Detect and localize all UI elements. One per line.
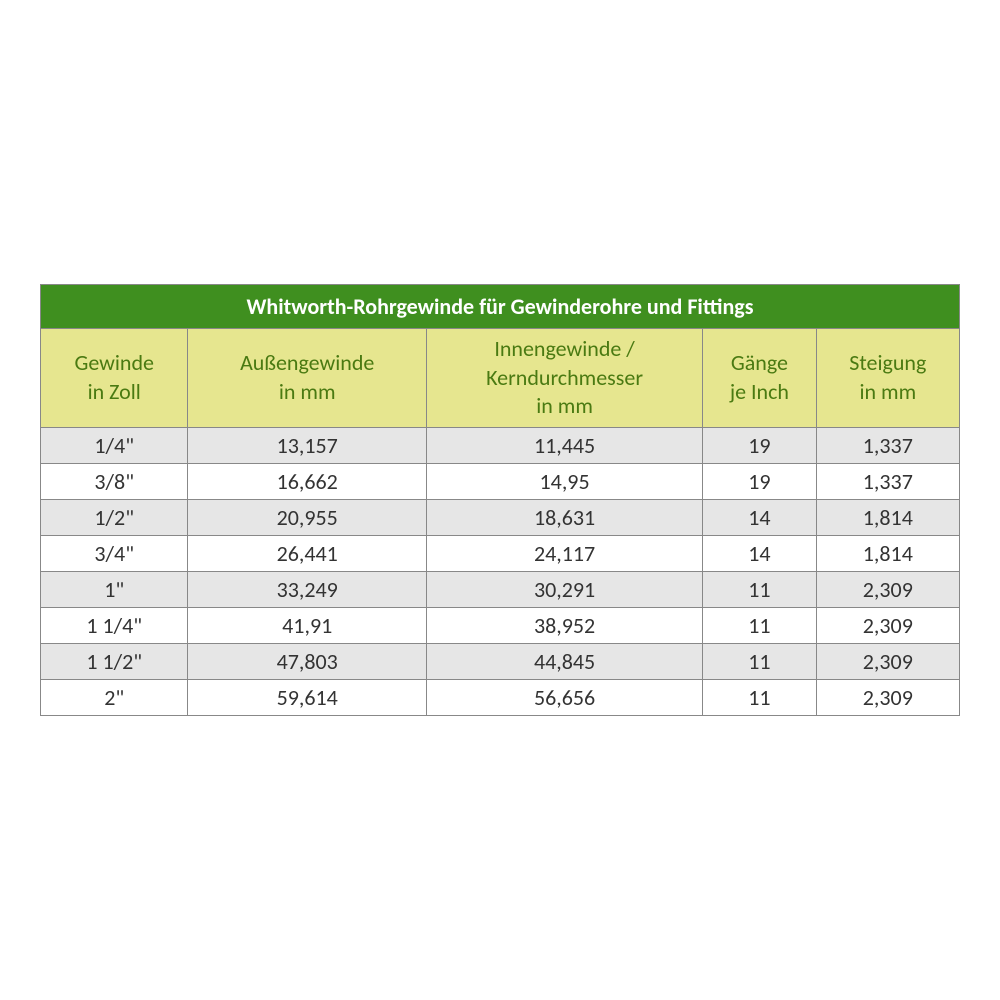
cell: 14 <box>703 499 816 535</box>
col-steigung-l1: Steigung <box>849 349 926 376</box>
table-body: 1/4" 13,157 11,445 19 1,337 3/8" 16,662 … <box>41 427 960 715</box>
cell: 18,631 <box>426 499 702 535</box>
cell: 3/4" <box>41 535 188 571</box>
table-row: 1/4" 13,157 11,445 19 1,337 <box>41 427 960 463</box>
col-gaenge-l2: je Inch <box>730 378 789 405</box>
table-row: 1 1/4" 41,91 38,952 11 2,309 <box>41 607 960 643</box>
col-innengewinde: Innengewinde / Kerndurchmesser in mm <box>426 329 702 428</box>
cell: 11 <box>703 607 816 643</box>
thread-table: Whitworth-Rohrgewinde für Gewinderohre u… <box>40 284 960 716</box>
cell: 1,337 <box>816 427 959 463</box>
cell: 1 1/2" <box>41 643 188 679</box>
cell: 1" <box>41 571 188 607</box>
cell: 38,952 <box>426 607 702 643</box>
cell: 1,814 <box>816 499 959 535</box>
cell: 14 <box>703 535 816 571</box>
cell: 3/8" <box>41 463 188 499</box>
col-aussengewinde: Außengewinde in mm <box>188 329 427 428</box>
table-row: 1/2" 20,955 18,631 14 1,814 <box>41 499 960 535</box>
col-steigung: Steigung in mm <box>816 329 959 428</box>
table-row: 1 1/2" 47,803 44,845 11 2,309 <box>41 643 960 679</box>
cell: 59,614 <box>188 679 427 715</box>
table-row: 3/8" 16,662 14,95 19 1,337 <box>41 463 960 499</box>
cell: 47,803 <box>188 643 427 679</box>
cell: 20,955 <box>188 499 427 535</box>
cell: 2,309 <box>816 607 959 643</box>
cell: 44,845 <box>426 643 702 679</box>
cell: 11 <box>703 679 816 715</box>
cell: 33,249 <box>188 571 427 607</box>
col-gaenge-l1: Gänge <box>731 349 788 376</box>
cell: 56,656 <box>426 679 702 715</box>
table-row: 1" 33,249 30,291 11 2,309 <box>41 571 960 607</box>
col-gewinde: Gewinde in Zoll <box>41 329 188 428</box>
cell: 11 <box>703 571 816 607</box>
cell: 1 1/4" <box>41 607 188 643</box>
table-title-row: Whitworth-Rohrgewinde für Gewinderohre u… <box>41 285 960 329</box>
cell: 24,117 <box>426 535 702 571</box>
col-gewinde-l2: in Zoll <box>88 378 141 405</box>
table-row: 2" 59,614 56,656 11 2,309 <box>41 679 960 715</box>
cell: 14,95 <box>426 463 702 499</box>
col-aussen-l1: Außengewinde <box>240 349 374 376</box>
col-innen-l2: Kerndurchmesser <box>486 364 643 391</box>
cell: 2,309 <box>816 571 959 607</box>
cell: 16,662 <box>188 463 427 499</box>
cell: 1,814 <box>816 535 959 571</box>
table-row: 3/4" 26,441 24,117 14 1,814 <box>41 535 960 571</box>
col-innen-l1: Innengewinde / <box>494 335 635 362</box>
cell: 1,337 <box>816 463 959 499</box>
cell: 2" <box>41 679 188 715</box>
table-title: Whitworth-Rohrgewinde für Gewinderohre u… <box>41 285 960 329</box>
cell: 2,309 <box>816 679 959 715</box>
col-innen-l3: in mm <box>536 392 593 419</box>
cell: 1/4" <box>41 427 188 463</box>
cell: 11 <box>703 643 816 679</box>
thread-table-container: Whitworth-Rohrgewinde für Gewinderohre u… <box>40 284 960 716</box>
col-gaenge: Gänge je Inch <box>703 329 816 428</box>
table-header-row: Gewinde in Zoll Außengewinde in mm Innen… <box>41 329 960 428</box>
cell: 11,445 <box>426 427 702 463</box>
col-steigung-l2: in mm <box>859 378 916 405</box>
cell: 30,291 <box>426 571 702 607</box>
cell: 41,91 <box>188 607 427 643</box>
cell: 1/2" <box>41 499 188 535</box>
cell: 2,309 <box>816 643 959 679</box>
cell: 26,441 <box>188 535 427 571</box>
col-aussen-l2: in mm <box>279 378 336 405</box>
col-gewinde-l1: Gewinde <box>74 349 154 376</box>
cell: 19 <box>703 463 816 499</box>
cell: 19 <box>703 427 816 463</box>
cell: 13,157 <box>188 427 427 463</box>
